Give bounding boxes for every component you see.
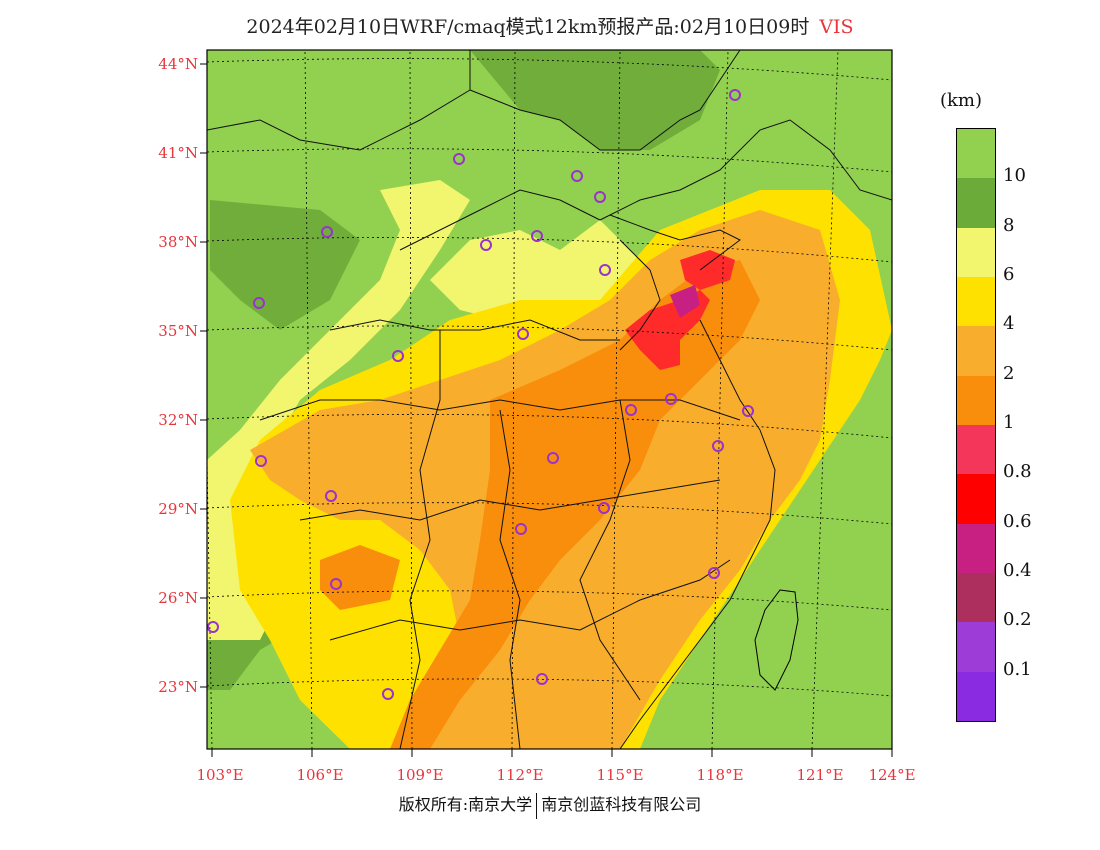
lat-label-23: 23°N xyxy=(158,678,198,696)
lat-label-35: 35°N xyxy=(158,322,198,340)
graticule xyxy=(207,50,892,749)
orange-zone xyxy=(320,260,760,749)
lon-label-115: 115°E xyxy=(596,766,644,784)
map-layers xyxy=(207,50,892,749)
legend-label: 0.8 xyxy=(1003,461,1032,483)
legend-label: 0.2 xyxy=(1003,609,1032,631)
variable-label: VIS xyxy=(819,16,854,38)
lon-label-112: 112°E xyxy=(496,766,544,784)
legend-label: 10 xyxy=(1003,165,1026,187)
legend-label: 0.6 xyxy=(1003,510,1032,532)
legend-label: 8 xyxy=(1003,214,1015,236)
taiwan-green xyxy=(754,589,799,691)
lat-label-32: 32°N xyxy=(158,411,198,429)
lat-label-38: 38°N xyxy=(158,233,198,251)
station-markers xyxy=(207,89,754,700)
lon-label-118: 118°E xyxy=(696,766,744,784)
legend-label: 0.1 xyxy=(1003,658,1032,680)
lon-label-109: 109°E xyxy=(396,766,444,784)
legend-swatch xyxy=(957,622,995,673)
lon-label-103: 103°E xyxy=(196,766,244,784)
title-text: 2024年02月10日WRF/cmaq模式12km预报产品:02月10日09时 xyxy=(246,16,810,38)
magenta-zone xyxy=(670,285,700,318)
boundaries xyxy=(207,50,892,749)
legend-swatch xyxy=(957,375,995,426)
legend-swatch xyxy=(957,277,995,327)
light-yellow-zone xyxy=(207,180,640,640)
copyright-left: 版权所有:南京大学 xyxy=(398,795,533,814)
lat-label-41: 41°N xyxy=(158,144,198,162)
lat-label-29: 29°N xyxy=(158,500,198,518)
tick-marks xyxy=(200,63,893,757)
legend-swatch xyxy=(957,425,995,475)
copyright-footer: 版权所有:南京大学 南京创蓝科技有限公司 xyxy=(0,791,1100,819)
dark-green-north xyxy=(207,50,720,330)
legend-swatch xyxy=(957,573,995,623)
lat-label-44: 44°N xyxy=(158,55,198,73)
map-frame xyxy=(206,49,893,750)
legend-unit: (km) xyxy=(940,90,983,111)
lon-label-124: 124°E xyxy=(868,766,916,784)
legend-label: 6 xyxy=(1003,264,1015,285)
footer-separator xyxy=(536,792,538,819)
legend-label: 1 xyxy=(1003,412,1015,433)
lat-label-26: 26°N xyxy=(158,589,198,607)
legend-swatch xyxy=(957,178,995,229)
copyright-right: 南京创蓝科技有限公司 xyxy=(541,795,702,814)
lon-label-121: 121°E xyxy=(796,766,844,784)
legend-label: 2 xyxy=(1003,362,1015,384)
legend-swatch xyxy=(957,326,995,377)
lon-label-106: 106°E xyxy=(296,766,344,784)
legend-swatch xyxy=(957,227,995,278)
legend-swatch xyxy=(957,474,995,525)
legend-swatch xyxy=(957,129,995,179)
color-legend xyxy=(956,128,996,722)
legend-swatch xyxy=(957,671,995,722)
legend-label: 0.4 xyxy=(1003,560,1032,581)
legend-label: 4 xyxy=(1003,313,1015,335)
map-title: 2024年02月10日WRF/cmaq模式12km预报产品:02月10日09时 V… xyxy=(0,12,1100,39)
legend-swatch xyxy=(957,523,995,574)
